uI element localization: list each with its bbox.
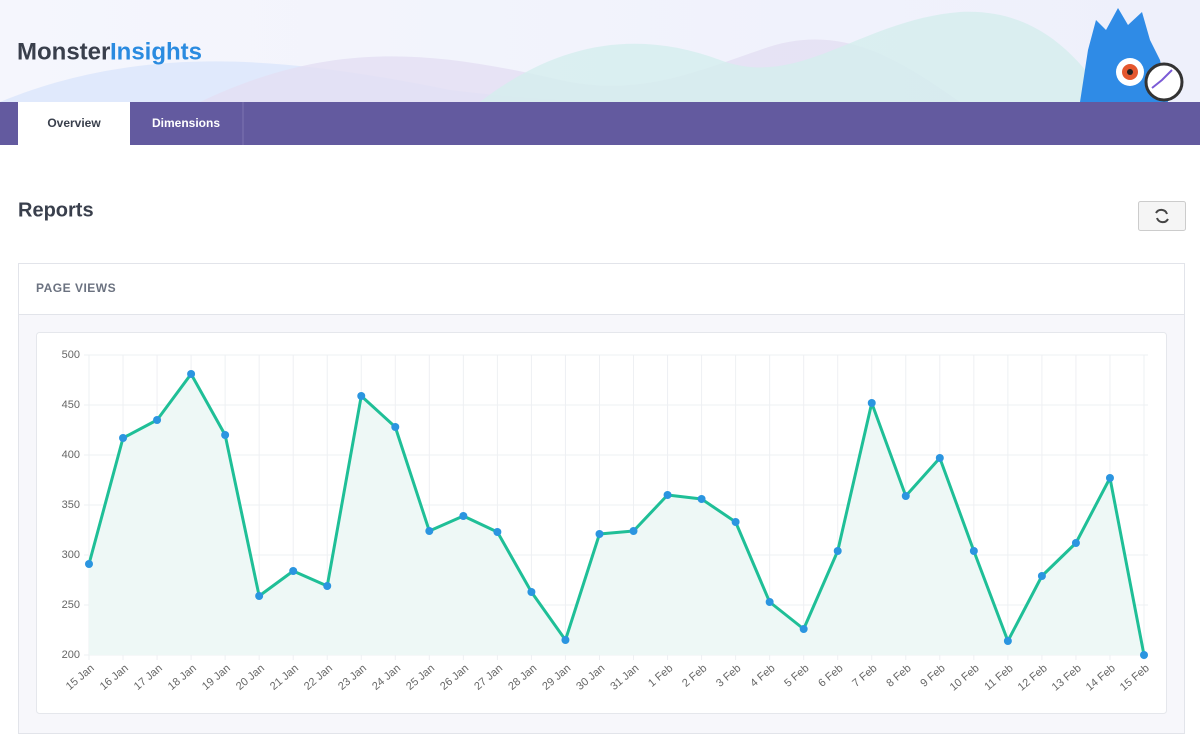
tab[interactable]: Dimensions [152, 116, 220, 130]
point [663, 491, 672, 499]
point [459, 512, 468, 520]
point [1140, 651, 1148, 659]
point [833, 547, 842, 555]
point [561, 636, 570, 644]
tab[interactable]: Overview [47, 116, 101, 130]
point [289, 567, 298, 575]
y-tick-label: 450 [62, 399, 80, 411]
y-tick-label: 350 [62, 499, 80, 511]
point [731, 518, 740, 526]
point [425, 527, 434, 535]
panel-header [19, 264, 1184, 314]
wave [480, 11, 1110, 103]
point [493, 528, 502, 536]
point [867, 399, 876, 407]
point [1037, 572, 1046, 580]
point [221, 431, 230, 439]
point [697, 495, 706, 503]
point [187, 370, 196, 378]
line [87, 372, 1146, 656]
point [595, 530, 604, 538]
point [901, 492, 910, 500]
tab-active[interactable] [18, 102, 130, 145]
point [357, 392, 366, 400]
point [1105, 474, 1114, 482]
point [391, 423, 400, 431]
logo-part2: Insights [110, 38, 202, 65]
page-title: Reports [18, 199, 94, 221]
point [935, 454, 944, 462]
y-tick-label: 250 [62, 599, 80, 611]
point [119, 434, 128, 442]
y-tick-label: 500 [62, 349, 80, 361]
mascot [1080, 8, 1184, 102]
point [527, 588, 536, 596]
nav-bar [0, 102, 1200, 145]
point [85, 560, 93, 568]
point [765, 598, 774, 606]
point [629, 527, 638, 535]
panel-title: PAGE VIEWS [36, 281, 116, 295]
point [969, 547, 978, 555]
point [1003, 637, 1012, 645]
y-tick-label: 400 [62, 449, 80, 461]
point [255, 592, 264, 600]
point [799, 625, 808, 633]
logo-part1: Monster [17, 38, 110, 65]
refresh-button[interactable] [1138, 201, 1186, 231]
point [1071, 539, 1080, 547]
y-tick-label: 200 [62, 649, 80, 661]
y-tick-label: 300 [62, 549, 80, 561]
point [323, 582, 332, 590]
point [153, 416, 162, 424]
